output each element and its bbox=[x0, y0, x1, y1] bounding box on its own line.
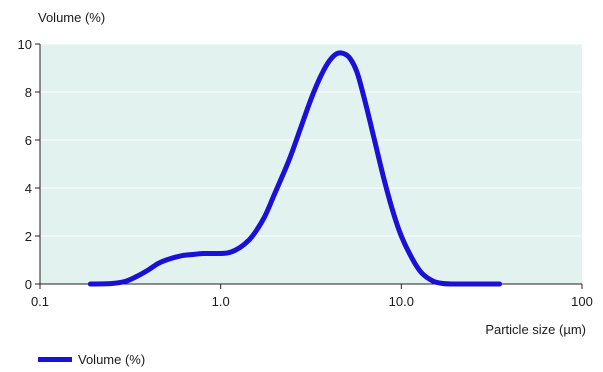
plot-area-background bbox=[40, 44, 582, 284]
x-tick-label-10.0: 10.0 bbox=[389, 294, 414, 309]
series-line-0 bbox=[87, 50, 503, 287]
y-axis-label: Volume (%) bbox=[38, 10, 105, 25]
y-tick-label-6: 6 bbox=[25, 133, 32, 148]
x-tick-label-0.1: 0.1 bbox=[31, 294, 49, 309]
y-tick-label-10: 10 bbox=[18, 37, 32, 52]
x-tick-label-1.0: 1.0 bbox=[212, 294, 230, 309]
legend-swatch-volume bbox=[38, 357, 72, 362]
y-tick-label-8: 8 bbox=[25, 85, 32, 100]
y-tick-label-0: 0 bbox=[25, 277, 32, 292]
gridlines bbox=[40, 43, 582, 237]
axes: 0 2 4 6 8 10 0.1 1.0 10.0 100 bbox=[18, 37, 593, 309]
x-axis-label: Particle size (µm) bbox=[485, 322, 586, 337]
y-tick-label-2: 2 bbox=[25, 229, 32, 244]
x-tick-label-100: 100 bbox=[571, 294, 593, 309]
legend-label-volume: Volume (%) bbox=[78, 352, 146, 367]
series-layer bbox=[87, 50, 503, 287]
legend: Volume (%) bbox=[38, 352, 145, 367]
y-tick-label-4: 4 bbox=[25, 181, 32, 196]
